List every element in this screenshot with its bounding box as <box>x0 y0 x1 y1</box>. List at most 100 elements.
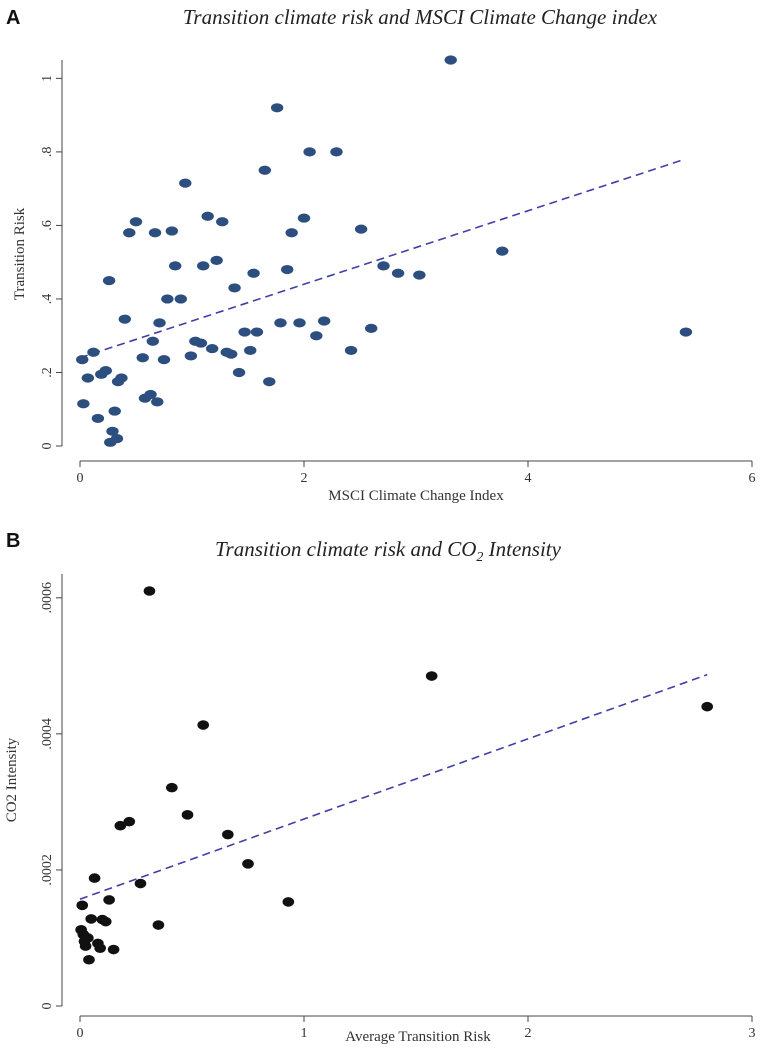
scatter-point <box>344 345 358 356</box>
scatter-point <box>297 213 311 223</box>
panel-b-x-ticks: 0 1 2 3 <box>77 1016 756 1041</box>
scatter-point <box>153 318 166 328</box>
scatter-point <box>225 349 238 359</box>
panel-a-x-ticks: 0 2 4 6 <box>77 461 756 486</box>
scatter-point <box>146 336 159 346</box>
scatter-point <box>391 268 405 278</box>
y-tick-label: .4 <box>40 294 55 305</box>
scatter-point <box>201 211 214 221</box>
y-tick-label: .0002 <box>40 854 55 886</box>
scatter-point <box>365 323 378 333</box>
panel-b-y-ticks: 0 .0002 .0004 .0006 <box>40 582 62 1010</box>
scatter-point <box>94 943 106 953</box>
scatter-point <box>82 933 94 943</box>
panel-a: A Transition climate risk and MSCI Clima… <box>6 5 756 504</box>
x-tick-label: 0 <box>77 471 84 486</box>
scatter-point <box>317 316 331 326</box>
panel-b-points <box>75 586 713 965</box>
scatter-point <box>81 373 95 383</box>
panel-b-letter: B <box>6 530 20 552</box>
panel-b-title: Transition climate risk and CO2 Intensit… <box>215 537 562 565</box>
x-tick-label: 3 <box>749 1026 756 1041</box>
scatter-point <box>87 347 100 357</box>
panel-b-title-subscript: 2 <box>476 550 483 565</box>
scatter-point <box>184 351 198 361</box>
y-tick-label: .2 <box>40 367 55 378</box>
scatter-point <box>496 246 509 256</box>
panel-b-y-label: CO2 Intensity <box>4 737 20 822</box>
scatter-point <box>238 327 251 337</box>
scatter-point <box>413 270 426 280</box>
panel-a-y-label: Transition Risk <box>12 207 28 300</box>
y-tick-label: .8 <box>40 147 55 158</box>
scatter-point <box>281 264 294 275</box>
scatter-point <box>99 916 112 927</box>
x-tick-label: 0 <box>77 1026 84 1041</box>
scatter-point <box>354 224 368 234</box>
scatter-point <box>679 327 693 337</box>
x-tick-label: 2 <box>301 471 308 486</box>
panel-a-points <box>76 55 693 447</box>
scatter-point <box>242 859 254 869</box>
scatter-point <box>303 147 316 157</box>
panel-b-fit-line <box>79 673 708 900</box>
scatter-point <box>165 226 179 236</box>
scatter-point <box>148 228 162 238</box>
scatter-point <box>134 878 147 889</box>
scatter-point <box>144 389 157 400</box>
scatter-point <box>114 820 127 831</box>
scatter-point <box>110 434 124 444</box>
scatter-point <box>157 355 171 365</box>
scatter-point <box>123 816 136 827</box>
y-tick-label: 1 <box>40 75 55 82</box>
panel-a-fit-line <box>79 158 686 359</box>
scatter-point <box>143 586 156 596</box>
panel-b-x-label: Average Transition Risk <box>345 1029 491 1045</box>
scatter-point <box>136 353 149 363</box>
y-tick-label: .0004 <box>40 718 55 750</box>
scatter-point <box>179 178 192 188</box>
scatter-point <box>285 228 298 238</box>
scatter-point <box>115 373 128 383</box>
scatter-point <box>270 103 284 113</box>
scatter-point <box>181 810 194 820</box>
scatter-point <box>282 897 295 907</box>
scatter-point <box>197 720 209 730</box>
panel-b: B Transition climate risk and CO2 Intens… <box>4 530 756 1045</box>
scatter-point <box>103 895 115 905</box>
scatter-point <box>85 914 97 924</box>
scatter-point <box>228 283 241 293</box>
scatter-point <box>123 228 136 238</box>
y-tick-label: .0006 <box>40 582 55 614</box>
scatter-point <box>166 782 178 793</box>
scatter-point <box>106 426 119 436</box>
scatter-point <box>250 327 264 337</box>
scatter-point <box>194 338 208 348</box>
y-tick-label: 0 <box>40 1003 55 1010</box>
panel-a-letter: A <box>6 7 20 29</box>
scatter-point <box>76 355 89 365</box>
scatter-point <box>118 314 131 324</box>
scatter-point <box>151 397 164 407</box>
x-tick-label: 6 <box>749 471 756 486</box>
scatter-point <box>444 55 457 65</box>
scatter-point <box>205 343 219 354</box>
scatter-point <box>247 268 260 278</box>
panel-b-title-main: Transition climate risk and CO <box>215 537 476 561</box>
scatter-point <box>263 377 276 387</box>
scatter-point <box>216 217 229 227</box>
scatter-point <box>99 366 112 376</box>
scatter-point <box>244 345 257 356</box>
scatter-point <box>152 920 165 930</box>
scatter-point <box>701 701 713 712</box>
scatter-point <box>210 255 223 265</box>
x-tick-label: 4 <box>525 471 532 486</box>
scatter-point <box>79 941 92 951</box>
scatter-point <box>293 318 306 328</box>
scatter-point <box>222 829 234 840</box>
x-tick-label: 1 <box>301 1026 308 1041</box>
scatter-point <box>425 671 438 681</box>
panel-a-title: Transition climate risk and MSCI Climate… <box>183 5 658 29</box>
panel-b-title-suffix: Intensity <box>483 537 561 561</box>
y-tick-label: 0 <box>40 443 55 450</box>
